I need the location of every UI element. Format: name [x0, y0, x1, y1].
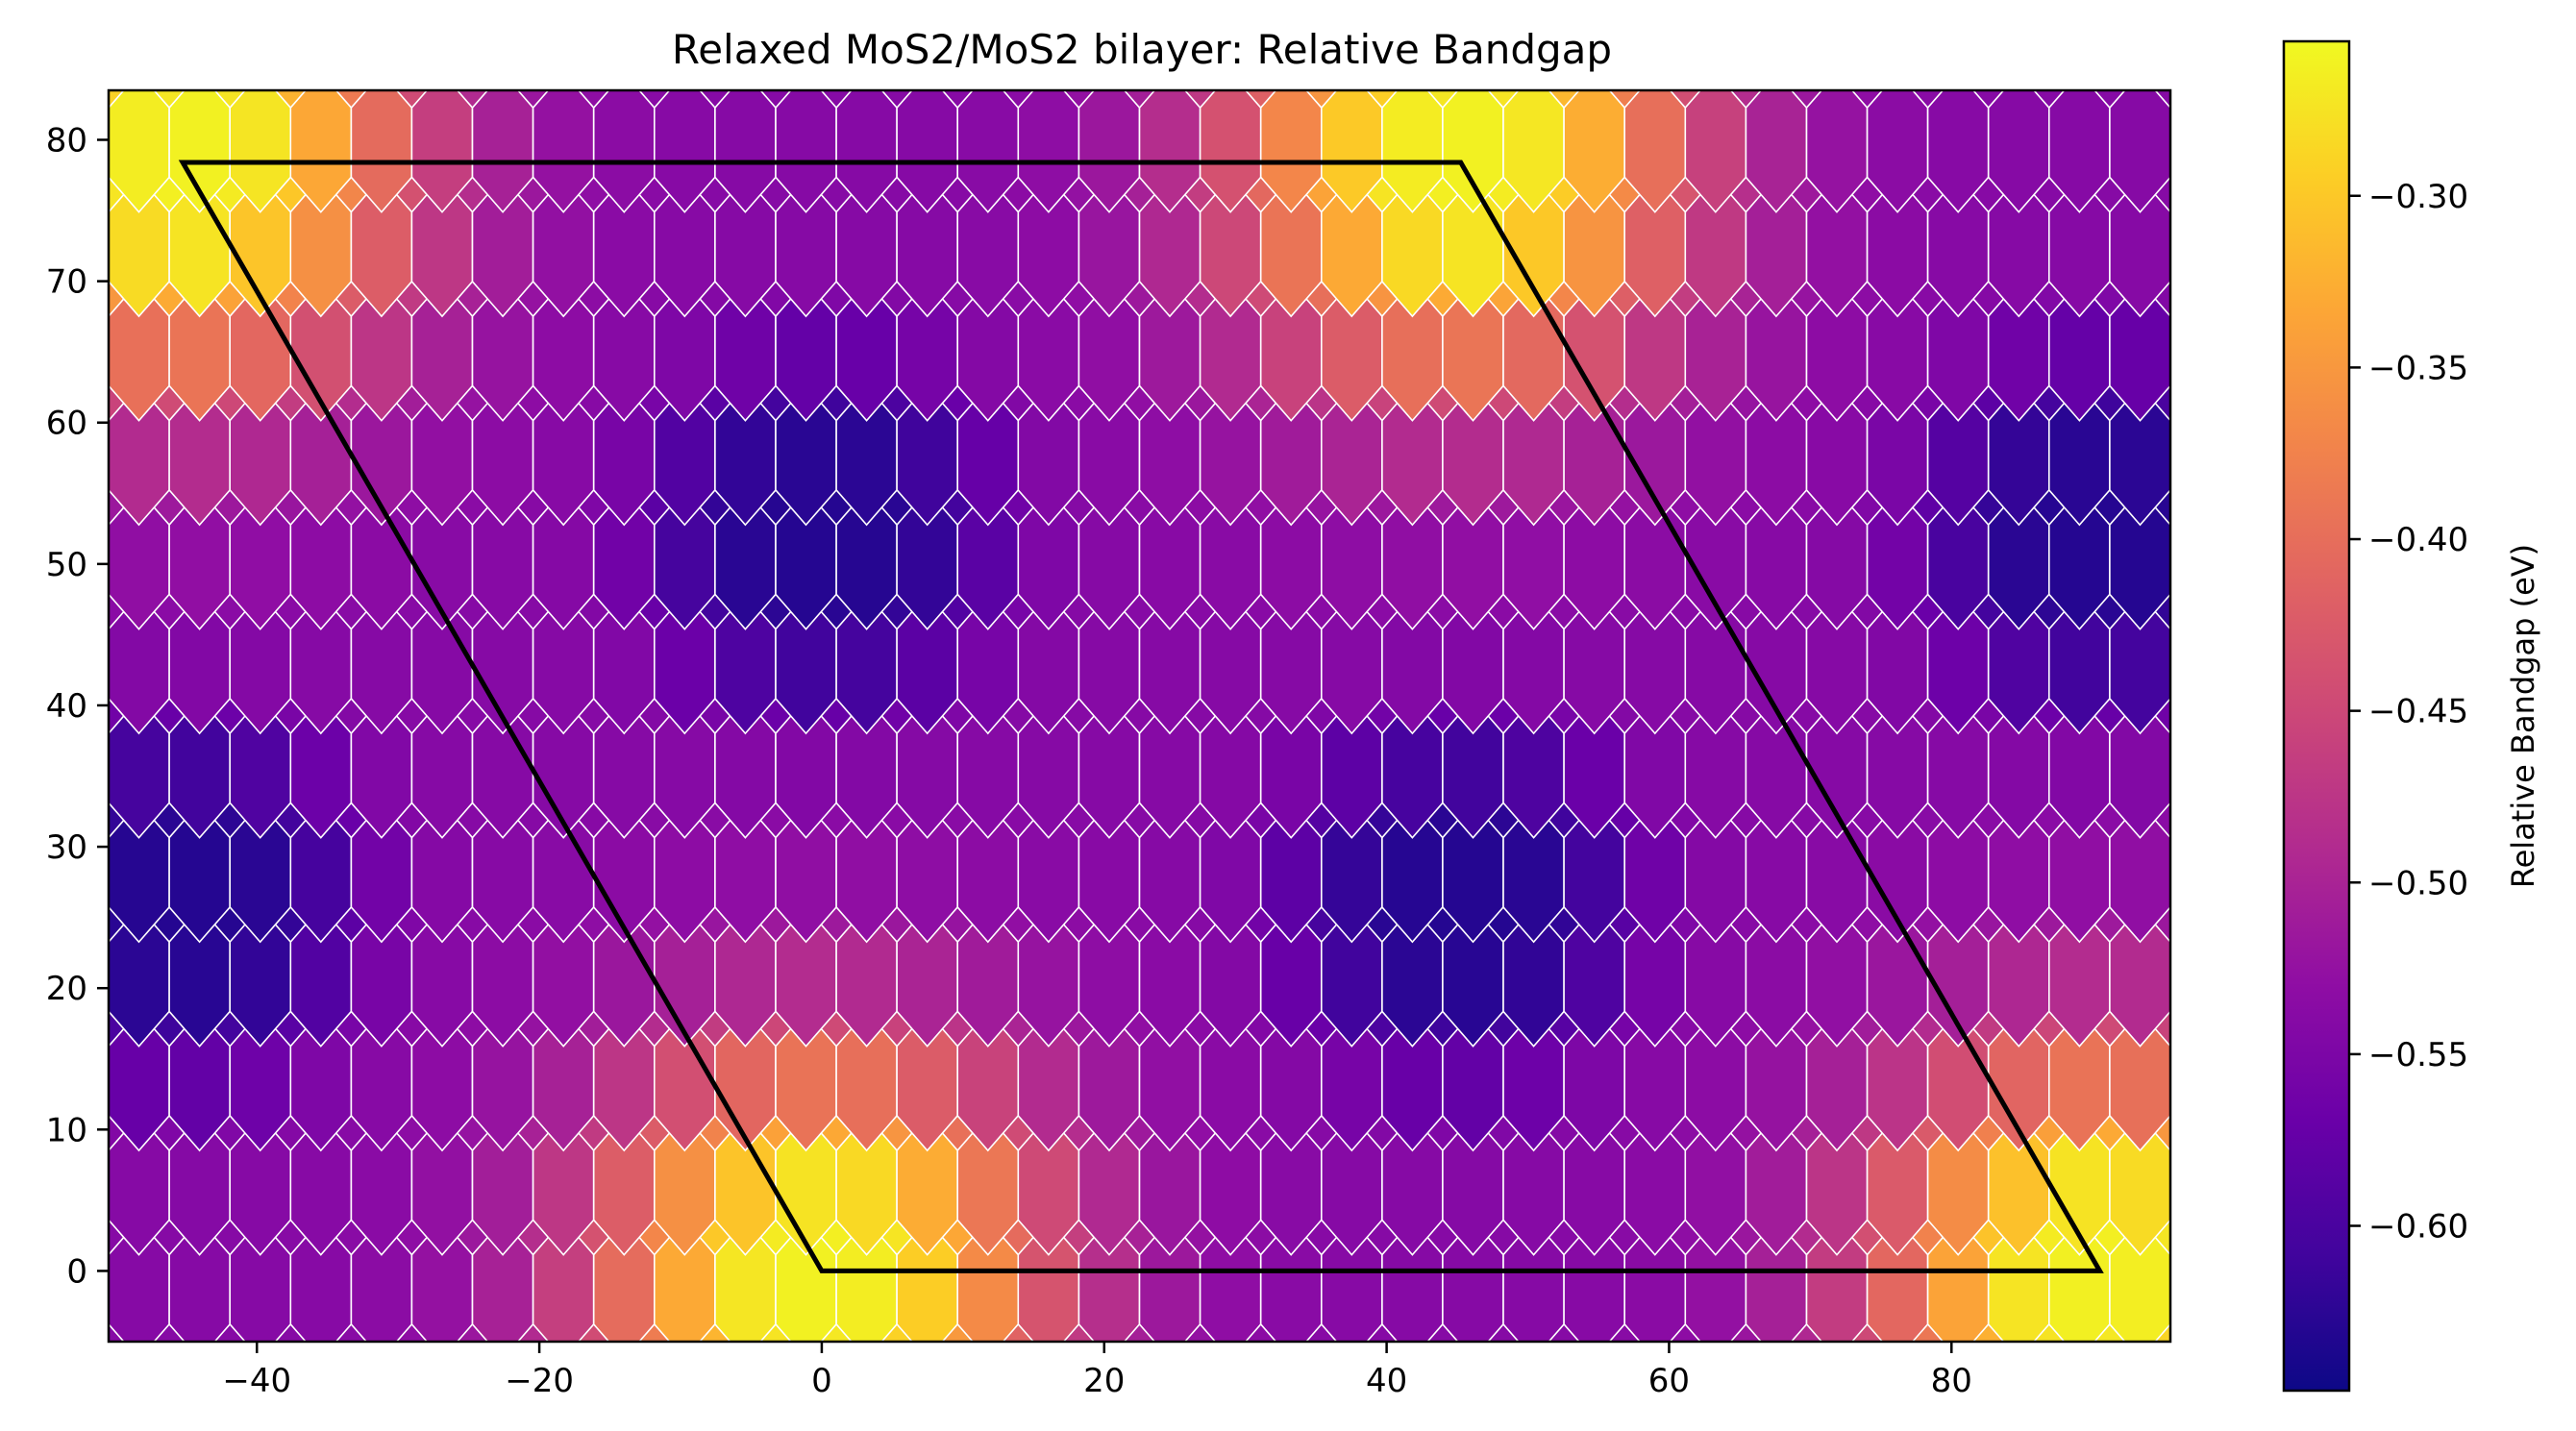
hexbin-cell: [2109, 905, 2170, 1048]
hexbin-cells: [109, 90, 2170, 1342]
colorbar-tick-label: −0.35: [2368, 349, 2468, 387]
hexbin-cell: [2109, 90, 2170, 213]
colorbar-tick-label: −0.60: [2368, 1208, 2468, 1246]
hexbin-cell: [2109, 802, 2170, 944]
colorbar: −0.30 −0.35 −0.40 −0.45 −0.50 −0.55 −0.60 Rela…: [2282, 39, 2541, 1393]
colorbar-tick-label: −0.45: [2368, 693, 2468, 731]
y-tick-label: 50: [46, 546, 87, 584]
x-tick-label: 80: [1931, 1362, 1972, 1400]
chart-title: Relaxed MoS2/MoS2 bilayer: Relative Band…: [672, 26, 1612, 73]
plot-frame: [107, 88, 2172, 1344]
x-tick-label: −20: [505, 1362, 574, 1400]
colorbar-tick-label: −0.55: [2368, 1036, 2468, 1074]
hexbin-cell: [2109, 1219, 2170, 1342]
hexbin-cell: [2109, 488, 2170, 630]
x-tick-label: −40: [222, 1362, 291, 1400]
hexbin-cell: [2109, 280, 2170, 422]
colorbar-ticks: −0.30 −0.35 −0.40 −0.45 −0.50 −0.55 −0.60: [2349, 178, 2468, 1246]
hexbin-cell: [2109, 1010, 2170, 1152]
hexbin-cell: [2109, 593, 2170, 735]
y-tick-label: 10: [46, 1111, 87, 1149]
y-tick-label: 40: [46, 687, 87, 726]
x-tick-label: 40: [1366, 1362, 1407, 1400]
colorbar-tick-label: −0.40: [2368, 521, 2468, 559]
y-tick-label: 20: [46, 970, 87, 1008]
y-tick-label: 30: [46, 828, 87, 867]
x-axis: −40 −20 0 20 40 60 80: [222, 1342, 1972, 1400]
y-tick-label: 70: [46, 263, 87, 302]
x-tick-label: 20: [1083, 1362, 1125, 1400]
hexbin-cell: [2109, 384, 2170, 527]
x-tick-label: 0: [811, 1362, 832, 1400]
y-tick-label: 0: [66, 1252, 87, 1291]
x-tick-label: 60: [1648, 1362, 1690, 1400]
colorbar-gradient: [2282, 39, 2351, 1393]
y-tick-label: 80: [46, 121, 87, 160]
unit-cell-outline: [178, 160, 2104, 1273]
colorbar-tick-label: −0.30: [2368, 178, 2468, 216]
hexbin-cell: [2109, 176, 2170, 318]
y-tick-label: 60: [46, 405, 87, 443]
colorbar-label: Relative Bandgap (eV): [2505, 544, 2541, 888]
y-axis: 0 10 20 30 40 50 60 70 80: [46, 121, 109, 1291]
hexbin-cell: [2109, 697, 2170, 839]
colorbar-tick-label: −0.50: [2368, 864, 2468, 902]
plot-area: [109, 90, 2170, 1342]
hexbin-cell: [2109, 1114, 2170, 1256]
